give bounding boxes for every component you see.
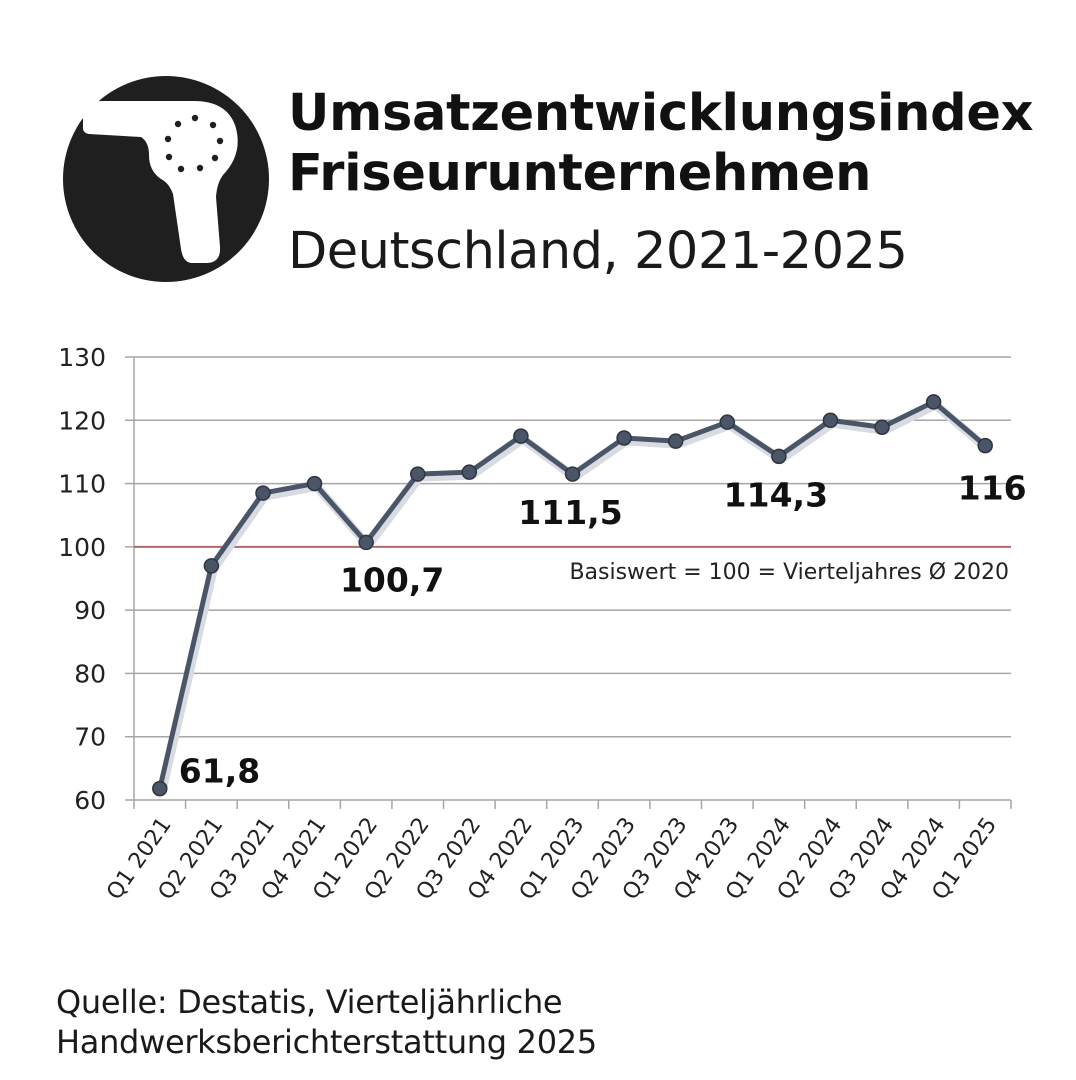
- y-tick-label: 80: [74, 659, 106, 688]
- data-label: 116: [958, 469, 1027, 508]
- y-tick-label: 110: [58, 470, 106, 499]
- y-tick-label: 120: [58, 406, 106, 435]
- y-tick-label: 90: [74, 596, 106, 625]
- data-point: [203, 558, 220, 574]
- data-point: [255, 485, 271, 501]
- source-note: Quelle: Destatis, Vierteljährliche Handw…: [56, 982, 597, 1062]
- series-line-shadow: [157, 400, 992, 797]
- hair-dryer-icon: [63, 76, 269, 282]
- source-line-1: Quelle: Destatis, Vierteljährliche: [56, 983, 563, 1021]
- y-tick-label: 130: [58, 343, 106, 372]
- data-point: [925, 394, 942, 410]
- data-point: [564, 466, 581, 482]
- data-label: 61,8: [179, 752, 260, 791]
- data-label: 100,7: [340, 560, 444, 599]
- y-tick-label: 70: [74, 723, 106, 752]
- line-chart: 60 70 80 90 100 110 120 130 Basiswert = 100 = Vi…: [58, 343, 1027, 905]
- data-point: [409, 466, 426, 482]
- data-point: [667, 433, 684, 449]
- title-line-2: Friseurunternehmen: [288, 144, 872, 203]
- data-point: [771, 448, 787, 465]
- data-label: 111,5: [518, 493, 622, 532]
- chart-subtitle: Deutschland, 2021-2025: [288, 222, 908, 281]
- data-point: [977, 437, 993, 454]
- y-tick-label: 60: [74, 786, 106, 815]
- chart-title: Umsatzentwicklungsindex Friseurunternehm…: [288, 84, 1034, 204]
- reference-line-label: Basiswert = 100 = Vierteljahres Ø 2020: [569, 560, 1009, 585]
- data-point: [822, 412, 839, 429]
- data-label: 114,3: [724, 475, 828, 514]
- data-point: [719, 414, 736, 430]
- source-line-2: Handwerksberichterstattung 2025: [56, 1023, 597, 1061]
- data-point: [358, 534, 374, 551]
- data-point: [306, 475, 323, 492]
- series-line: [157, 399, 988, 792]
- data-point: [152, 780, 168, 797]
- data-point: [461, 464, 478, 480]
- title-line-1: Umsatzentwicklungsindex: [288, 84, 1034, 143]
- data-point: [513, 428, 529, 444]
- data-point: [616, 430, 632, 446]
- y-tick-label: 100: [58, 533, 106, 562]
- data-point: [874, 419, 890, 435]
